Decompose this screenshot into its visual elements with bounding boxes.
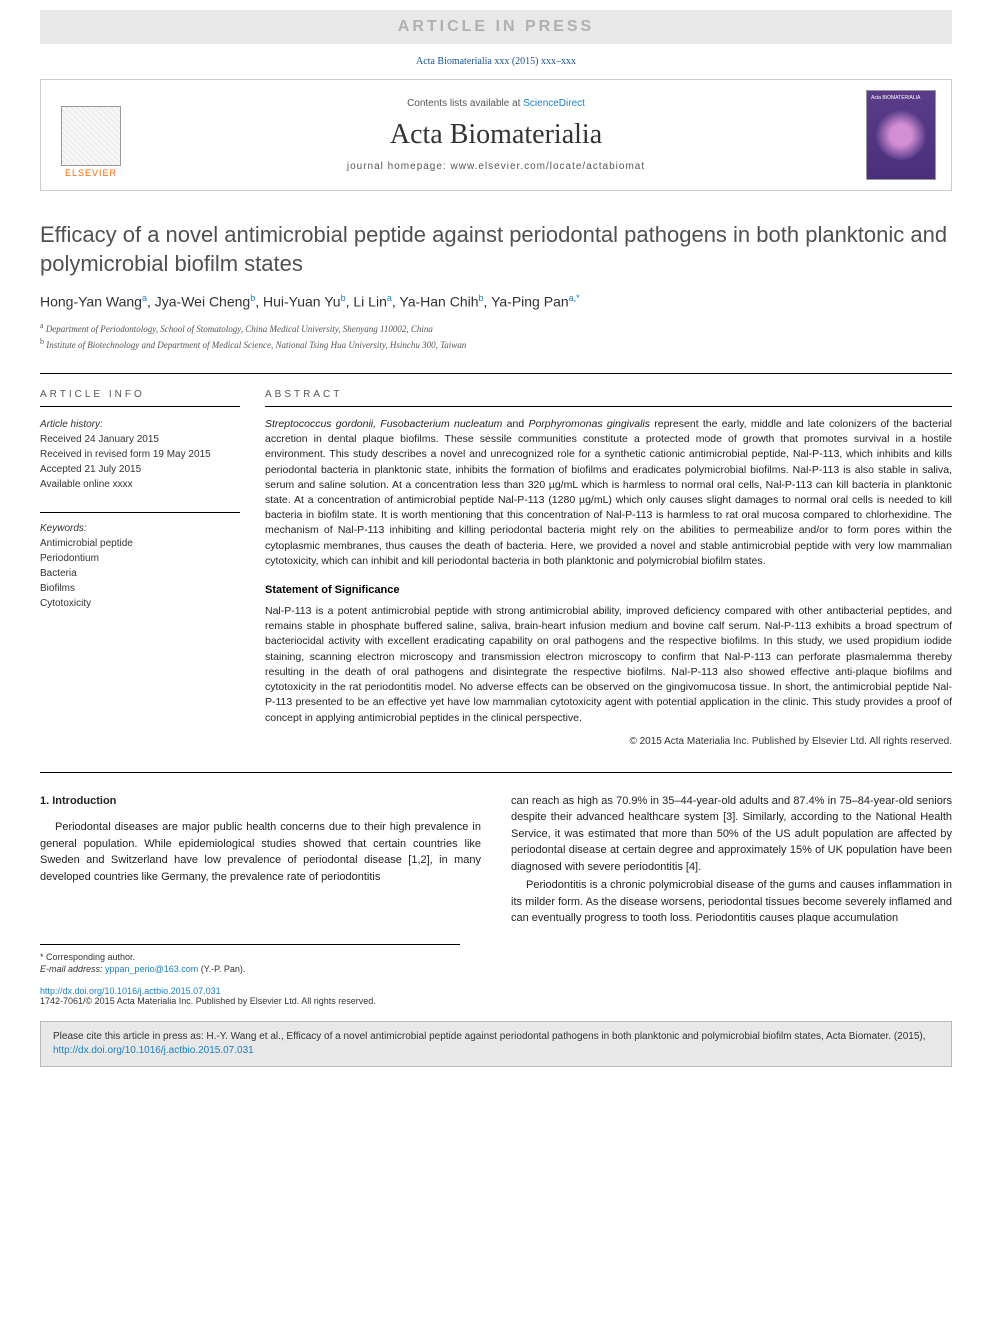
species-italic: Streptococcus gordonii, Fusobacterium nu… bbox=[265, 418, 502, 430]
abstract-and: and bbox=[502, 418, 528, 430]
email-line: E-mail address: yppan_perio@163.com (Y.-… bbox=[40, 963, 460, 976]
authors-list: Hong-Yan Wanga, Jya-Wei Chengb, Hui-Yuan… bbox=[40, 293, 952, 310]
corresponding-author-footnote: * Corresponding author. E-mail address: … bbox=[40, 944, 460, 976]
affiliation-row: a Department of Periodontology, School o… bbox=[40, 320, 952, 337]
intro-paragraph-2: Periodontitis is a chronic polymicrobial… bbox=[511, 877, 952, 927]
body-column-right: can reach as high as 70.9% in 35–44-year… bbox=[511, 793, 952, 929]
cite-doi-link[interactable]: http://dx.doi.org/10.1016/j.actbio.2015.… bbox=[53, 1045, 254, 1056]
author-affil-sup: a bbox=[142, 293, 147, 303]
affiliation-row: b Institute of Biotechnology and Departm… bbox=[40, 336, 952, 353]
article-title: Efficacy of a novel antimicrobial peptid… bbox=[40, 221, 952, 278]
divider bbox=[40, 373, 952, 374]
publisher-name: ELSEVIER bbox=[65, 168, 117, 178]
email-suffix: (Y.-P. Pan). bbox=[198, 964, 245, 974]
article-info-column: ARTICLE INFO Article history: Received 2… bbox=[40, 389, 240, 747]
affil-text: Institute of Biotechnology and Departmen… bbox=[46, 340, 466, 350]
author-affil-sup: a,* bbox=[569, 293, 580, 303]
elsevier-tree-icon bbox=[61, 106, 121, 166]
keyword: Periodontium bbox=[40, 551, 240, 566]
affil-text: Department of Periodontology, School of … bbox=[46, 324, 433, 334]
doi-link[interactable]: http://dx.doi.org/10.1016/j.actbio.2015.… bbox=[40, 986, 221, 996]
received-date: Received 24 January 2015 bbox=[40, 432, 240, 447]
article-info-header: ARTICLE INFO bbox=[40, 389, 240, 407]
history-label: Article history: bbox=[40, 417, 240, 432]
please-cite-box: Please cite this article in press as: H.… bbox=[40, 1021, 952, 1067]
divider bbox=[40, 772, 952, 773]
abstract-copyright: © 2015 Acta Materialia Inc. Published by… bbox=[265, 736, 952, 747]
accepted-date: Accepted 21 July 2015 bbox=[40, 462, 240, 477]
author-affil-sup: a bbox=[387, 293, 392, 303]
online-date: Available online xxxx bbox=[40, 477, 240, 492]
intro-paragraph: Periodontal diseases are major public he… bbox=[40, 819, 481, 885]
cover-graphic-icon bbox=[876, 110, 926, 160]
intro-paragraph-cont: can reach as high as 70.9% in 35–44-year… bbox=[511, 793, 952, 876]
keyword: Cytotoxicity bbox=[40, 596, 240, 611]
journal-homepage-line: journal homepage: www.elsevier.com/locat… bbox=[141, 161, 851, 172]
keywords-label: Keywords: bbox=[40, 521, 240, 536]
keyword: Biofilms bbox=[40, 581, 240, 596]
sciencedirect-link[interactable]: ScienceDirect bbox=[523, 98, 585, 109]
journal-cover-thumbnail[interactable]: Acta BIOMATERIALIA bbox=[866, 90, 936, 180]
journal-name: Acta Biomaterialia bbox=[141, 119, 851, 151]
doi-block: http://dx.doi.org/10.1016/j.actbio.2015.… bbox=[40, 986, 952, 1006]
abstract-paragraph-2: Nal-P-113 is a potent antimicrobial pept… bbox=[265, 604, 952, 726]
elsevier-logo[interactable]: ELSEVIER bbox=[56, 93, 126, 178]
body-column-left: 1. Introduction Periodontal diseases are… bbox=[40, 793, 481, 929]
article-in-press-banner: ARTICLE IN PRESS bbox=[40, 10, 952, 44]
article-history: Article history: Received 24 January 201… bbox=[40, 417, 240, 492]
author[interactable]: Ya-Han Chih bbox=[399, 294, 478, 310]
author[interactable]: Jya-Wei Cheng bbox=[155, 294, 250, 310]
author[interactable]: Hong-Yan Wang bbox=[40, 294, 142, 310]
revised-date: Received in revised form 19 May 2015 bbox=[40, 447, 240, 462]
body-columns: 1. Introduction Periodontal diseases are… bbox=[40, 793, 952, 929]
affil-sup: b bbox=[40, 337, 44, 346]
author[interactable]: Hui-Yuan Yu bbox=[263, 294, 341, 310]
cite-text: Please cite this article in press as: H.… bbox=[53, 1031, 926, 1042]
abstract-paragraph-1: Streptococcus gordonii, Fusobacterium nu… bbox=[265, 417, 952, 569]
abstract-column: ABSTRACT Streptococcus gordonii, Fusobac… bbox=[265, 389, 952, 747]
contents-available-line: Contents lists available at ScienceDirec… bbox=[141, 98, 851, 109]
issn-copyright: 1742-7061/© 2015 Acta Materialia Inc. Pu… bbox=[40, 996, 952, 1006]
homepage-label: journal homepage: bbox=[347, 161, 451, 172]
intro-text: Periodontal diseases are major public he… bbox=[40, 821, 481, 883]
corresponding-author: * Corresponding author. bbox=[40, 951, 460, 964]
statement-of-significance-header: Statement of Significance bbox=[265, 584, 952, 596]
author-affil-sup: b bbox=[250, 293, 255, 303]
email-link[interactable]: yppan_perio@163.com bbox=[105, 964, 198, 974]
author[interactable]: Ya-Ping Pan bbox=[491, 294, 569, 310]
homepage-url[interactable]: www.elsevier.com/locate/actabiomat bbox=[451, 161, 646, 172]
banner-text: ARTICLE IN PRESS bbox=[398, 18, 594, 35]
email-label: E-mail address: bbox=[40, 964, 105, 974]
abstract-body: represent the early, middle and late col… bbox=[265, 418, 952, 567]
contents-prefix: Contents lists available at bbox=[407, 98, 523, 109]
species-italic: Porphyromonas gingivalis bbox=[528, 418, 650, 430]
affiliations: a Department of Periodontology, School o… bbox=[40, 320, 952, 353]
affil-sup: a bbox=[40, 321, 44, 330]
citation-top: Acta Biomaterialia xxx (2015) xxx–xxx bbox=[0, 56, 992, 67]
info-abstract-row: ARTICLE INFO Article history: Received 2… bbox=[40, 389, 952, 747]
keyword: Antimicrobial peptide bbox=[40, 536, 240, 551]
author-affil-sup: b bbox=[341, 293, 346, 303]
section-heading-intro: 1. Introduction bbox=[40, 793, 481, 810]
cover-title: Acta BIOMATERIALIA bbox=[867, 91, 935, 105]
keywords-block: Keywords: Antimicrobial peptide Periodon… bbox=[40, 512, 240, 611]
header-center: Contents lists available at ScienceDirec… bbox=[141, 98, 851, 172]
journal-header-box: ELSEVIER Contents lists available at Sci… bbox=[40, 79, 952, 191]
keyword: Bacteria bbox=[40, 566, 240, 581]
author[interactable]: Li Lin bbox=[353, 294, 386, 310]
author-affil-sup: b bbox=[479, 293, 484, 303]
abstract-header: ABSTRACT bbox=[265, 389, 952, 407]
